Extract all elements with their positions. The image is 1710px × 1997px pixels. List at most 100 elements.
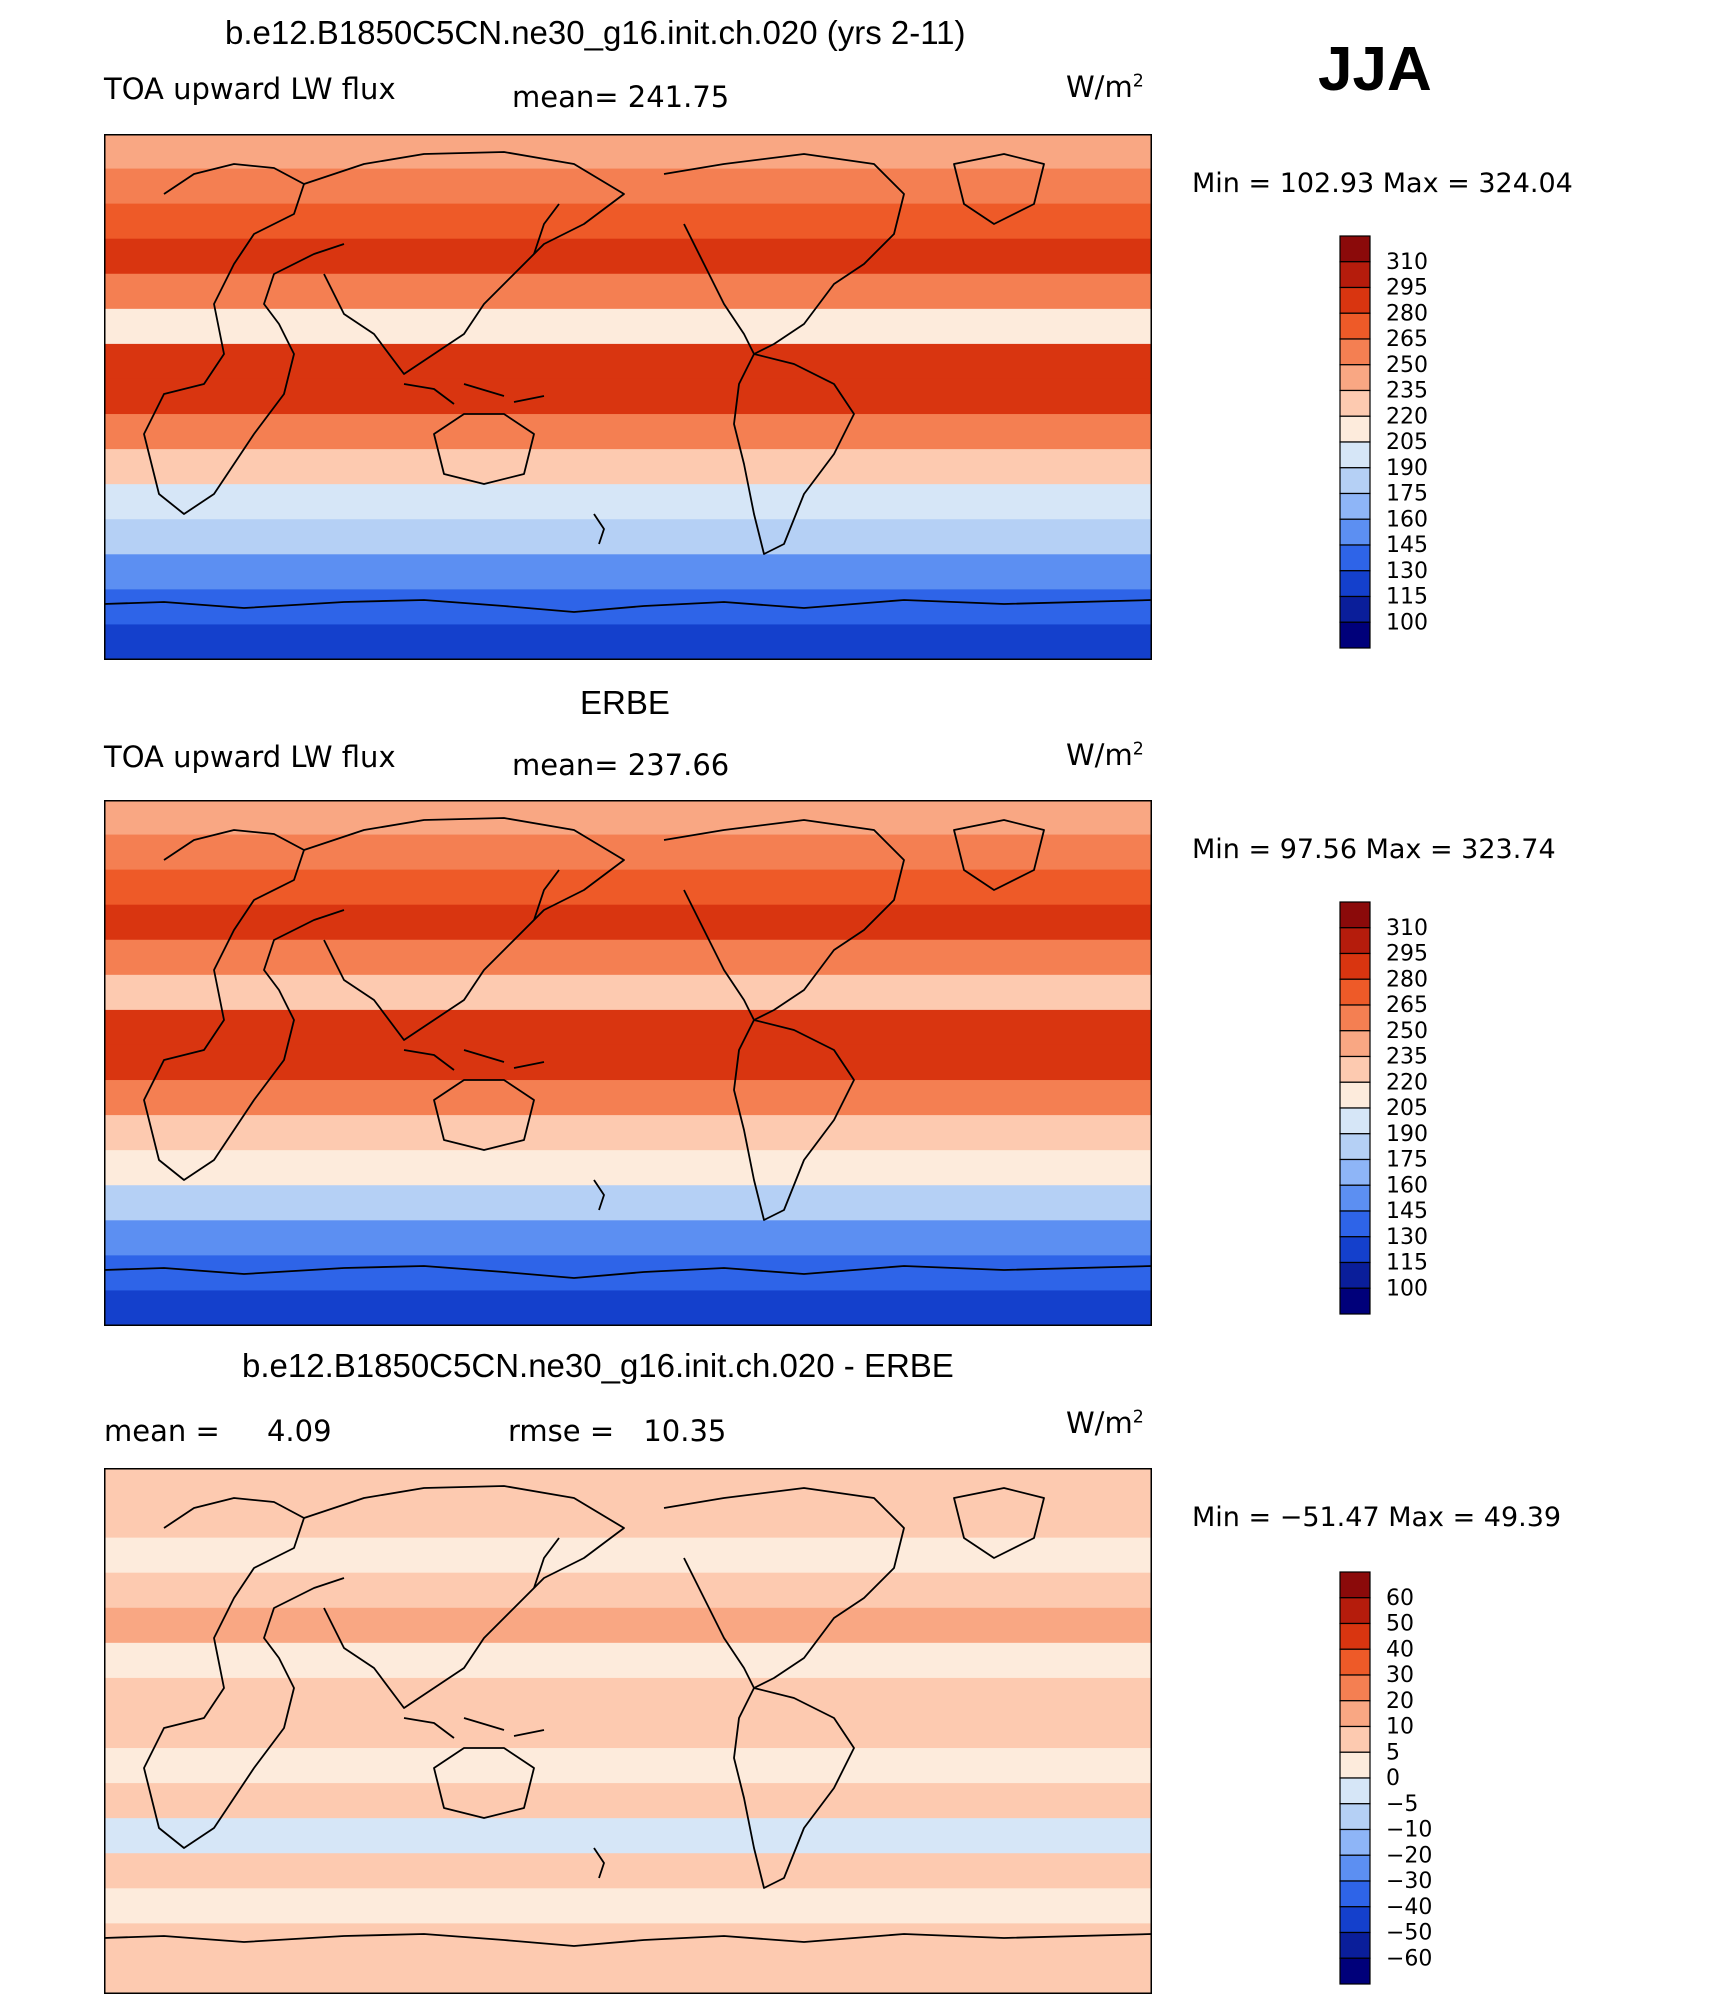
coastlines <box>104 151 1152 613</box>
colorbar-box <box>1339 621 1371 649</box>
map-zonal-band <box>104 624 1152 660</box>
map-zonal-band <box>104 1748 1152 1785</box>
colorbar-tick-label: 280 <box>1386 967 1428 992</box>
colorbar-box <box>1339 261 1371 289</box>
panel-2-units: W/m2 <box>1066 738 1144 772</box>
map-frame <box>104 800 1152 1326</box>
coastline <box>403 383 545 405</box>
coastline <box>953 1487 1045 1559</box>
coastline <box>303 817 625 1041</box>
panel-1-units-exp: 2 <box>1132 71 1144 92</box>
panel-1-variable-label: TOA upward LW flux <box>104 72 396 106</box>
map-zonal-band <box>104 1818 1152 1855</box>
colorbar-tick-label: 280 <box>1386 301 1428 326</box>
map-zonal-band <box>104 1220 1152 1257</box>
coastline <box>433 413 535 485</box>
map-zonal-band <box>104 800 1152 836</box>
colorbar-tick-label: −40 <box>1386 1895 1432 1920</box>
coastline <box>403 1717 545 1739</box>
coastline <box>533 1537 560 1589</box>
panel-2-mean-label: mean= <box>512 748 619 782</box>
map-zonal-band <box>104 939 1152 976</box>
map-zonal-band <box>104 974 1152 1011</box>
colorbar-box <box>1339 415 1371 443</box>
colorbar-tick-label: 60 <box>1386 1586 1414 1611</box>
colorbar-tick-label: 130 <box>1386 1225 1428 1250</box>
coastline <box>953 153 1045 225</box>
coastlines <box>104 1485 1152 1947</box>
colorbar-tick-label: 50 <box>1386 1612 1414 1637</box>
colorbar-tick-label: −50 <box>1386 1921 1432 1946</box>
panel-3-units-exp: 2 <box>1132 1407 1144 1428</box>
panel-3-rmse-value: 10.35 <box>643 1414 727 1448</box>
coastlines <box>104 817 1152 1279</box>
panel-1-minmax: Min = 102.93 Max = 324.04 <box>1192 168 1573 199</box>
map-zonal-band <box>104 414 1152 451</box>
colorbar-tick-label: 310 <box>1386 250 1428 275</box>
colorbar-box <box>1339 1854 1371 1882</box>
map-zonal-band <box>104 1537 1152 1574</box>
colorbar-tick-label: −30 <box>1386 1869 1432 1894</box>
colorbar-tick-label: 190 <box>1386 456 1428 481</box>
map-zonal-band <box>104 1009 1152 1046</box>
colorbar-box <box>1339 235 1371 263</box>
map-zonal-band <box>104 203 1152 240</box>
colorbar-tick-label: 145 <box>1386 533 1428 558</box>
map-zonal-band <box>104 869 1152 906</box>
map-zonal-band <box>104 1080 1152 1117</box>
coastline <box>533 203 560 255</box>
colorbar-tick-label: 205 <box>1386 1096 1428 1121</box>
map-zonal-band <box>104 308 1152 345</box>
colorbar-box <box>1339 952 1371 980</box>
colorbar-tick-label: 160 <box>1386 507 1428 532</box>
panel-1-map <box>104 134 1152 660</box>
panel-3-mean-label: mean = <box>104 1414 220 1448</box>
panel-2-colorbar: 3102952802652502352202051901751601451301… <box>1339 901 1428 1315</box>
colorbar-box <box>1339 1803 1371 1831</box>
map-zonal-band <box>104 449 1152 486</box>
panel-2-mean: mean= 237.66 <box>512 748 729 782</box>
season-label: JJA <box>1318 35 1432 104</box>
colorbar-tick-label: 190 <box>1386 1122 1428 1147</box>
coastline <box>663 153 905 355</box>
colorbar-tick-label: 115 <box>1386 585 1428 610</box>
map-zonal-band <box>104 1853 1152 1890</box>
colorbar-box <box>1339 1055 1371 1083</box>
colorbar-box <box>1339 1828 1371 1856</box>
panel-2-map <box>104 800 1152 1326</box>
panel-2-minmax: Min = 97.56 Max = 323.74 <box>1192 834 1556 865</box>
colorbar-tick-label: 235 <box>1386 379 1428 404</box>
coastline <box>733 353 855 555</box>
coastline <box>593 1179 605 1211</box>
coastline <box>663 1487 905 1689</box>
colorbar-box <box>1339 1880 1371 1908</box>
map-zonal-band <box>104 1468 1152 1504</box>
colorbar-box <box>1339 978 1371 1006</box>
colorbar-box <box>1339 389 1371 417</box>
colorbar-tick-label: 220 <box>1386 1070 1428 1095</box>
colorbar-box <box>1339 1004 1371 1032</box>
colorbar-tick-label: 265 <box>1386 327 1428 352</box>
colorbar-tick-label: 250 <box>1386 1019 1428 1044</box>
colorbar-tick-label: −10 <box>1386 1818 1432 1843</box>
panel-1-mean: mean= 241.75 <box>512 80 729 114</box>
colorbar-tick-label: −20 <box>1386 1843 1432 1868</box>
panel-1-title: b.e12.B1850C5CN.ne30_g16.init.ch.020 (yr… <box>225 14 966 51</box>
colorbar-tick-label: 205 <box>1386 430 1428 455</box>
coastline <box>593 1847 605 1879</box>
colorbar-tick-label: 145 <box>1386 1199 1428 1224</box>
colorbar-tick-label: 310 <box>1386 916 1428 941</box>
colorbar-box <box>1339 1597 1371 1625</box>
panel-3-title: b.e12.B1850C5CN.ne30_g16.init.ch.020 - E… <box>242 1347 954 1384</box>
colorbar-tick-label: 0 <box>1386 1766 1400 1791</box>
map-zonal-band <box>104 554 1152 591</box>
map-zonal-band <box>104 1572 1152 1609</box>
map-zonal-band <box>104 519 1152 556</box>
colorbar-box <box>1339 1030 1371 1058</box>
panel-3-mean: mean = 4.09 <box>104 1414 332 1448</box>
colorbar-tick-label: 250 <box>1386 353 1428 378</box>
map-zonal-band <box>104 273 1152 310</box>
colorbar-tick-label: −5 <box>1386 1792 1418 1817</box>
map-zonal-band <box>104 134 1152 170</box>
